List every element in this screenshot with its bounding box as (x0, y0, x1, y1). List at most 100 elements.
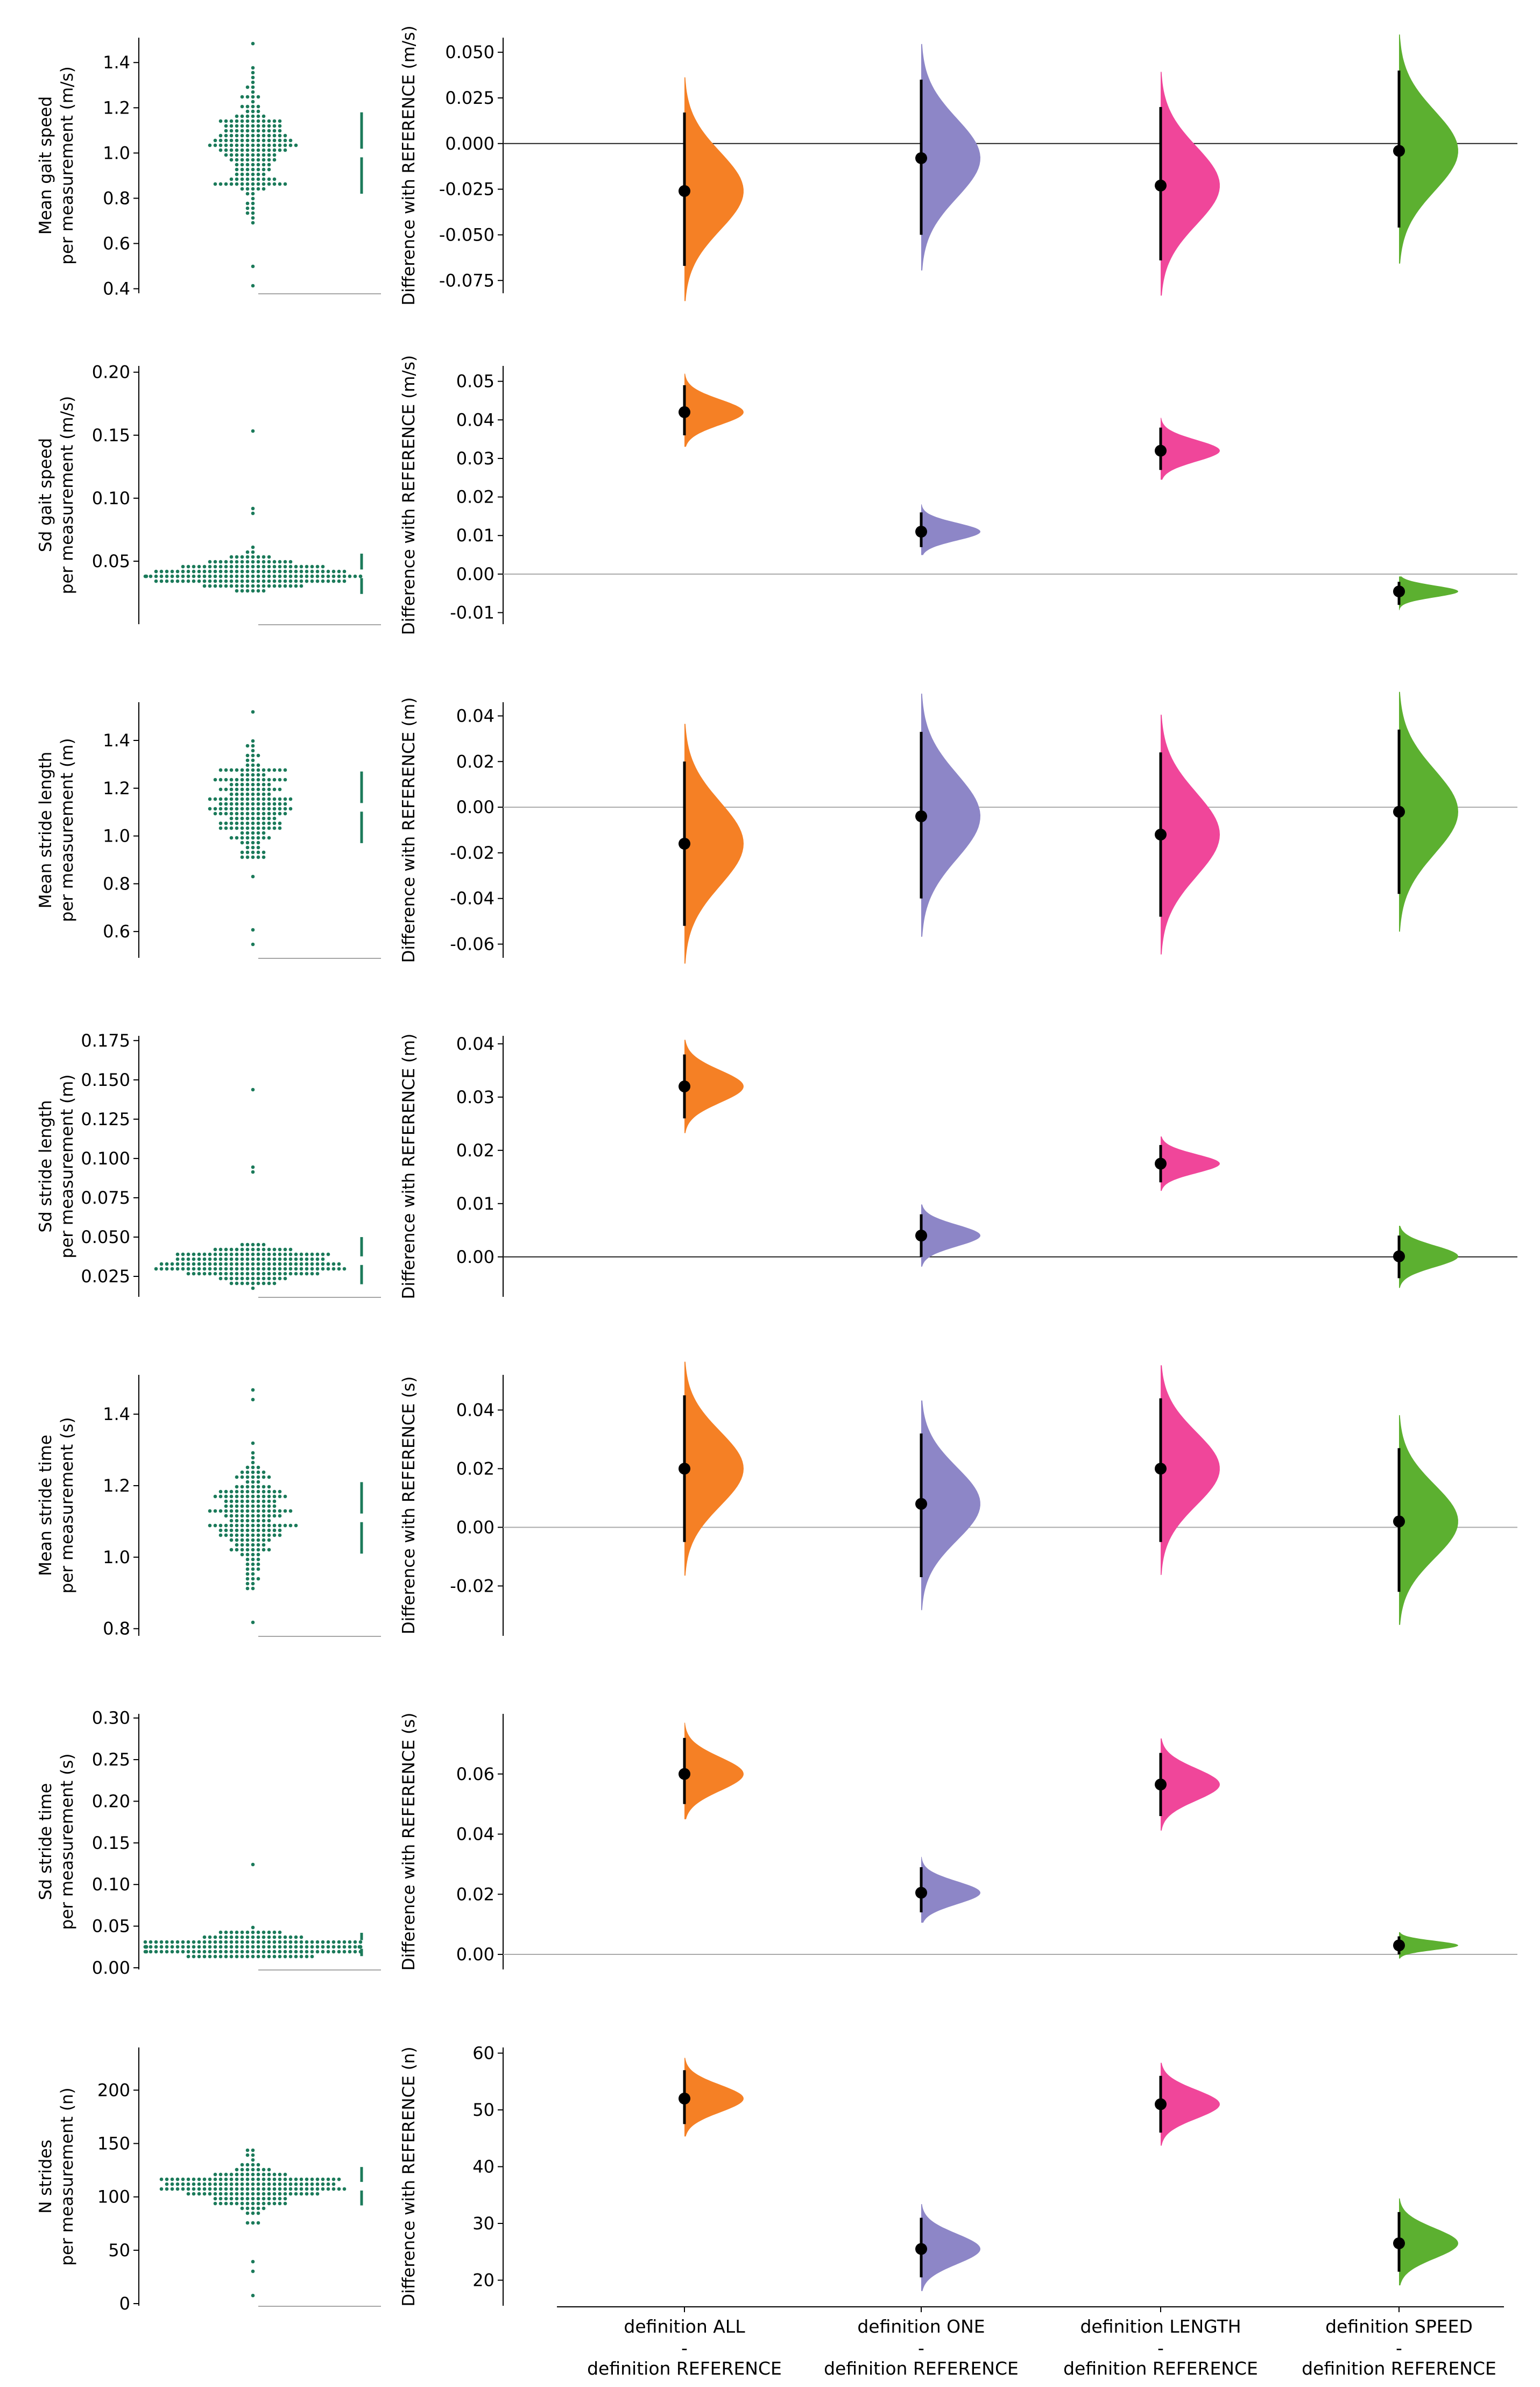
swarm-point (256, 1242, 260, 1247)
swarm-point (262, 129, 266, 133)
estimate-point-all (679, 406, 690, 418)
left-tick-label: 100 (97, 2187, 130, 2207)
swarm-point (224, 2192, 228, 2196)
swarm-point (186, 2187, 190, 2191)
swarm-point (256, 2206, 260, 2211)
swarm-point (288, 1267, 293, 1271)
swarm-point (262, 163, 266, 167)
swarm-point (283, 1252, 287, 1256)
swarm-point (224, 119, 228, 123)
swarm-point (208, 1262, 212, 1266)
swarm-point (251, 124, 255, 128)
swarm-point (283, 1940, 287, 1944)
swarm-point (165, 1262, 169, 1266)
swarm-point (192, 1262, 196, 1266)
swarm-point (245, 2187, 250, 2191)
swarm-point (337, 2187, 341, 2191)
swarm-point (262, 1475, 266, 1479)
swarm-point (240, 584, 244, 588)
swarm-point (267, 816, 271, 821)
estimate-point-all (679, 2092, 690, 2104)
swarm-point (181, 1950, 185, 1954)
swarm-point (218, 826, 223, 830)
swarm-point (256, 133, 260, 138)
swarm-point (224, 826, 228, 830)
swarm-point (245, 811, 250, 816)
swarm-point (192, 1950, 196, 1954)
swarm-point (245, 1528, 250, 1533)
swarm-point (245, 807, 250, 811)
swarm-point (256, 1494, 260, 1499)
swarm-point (154, 579, 158, 583)
left-tick-label: 0 (119, 2293, 130, 2314)
left-y-label-line1: Sd stride length (36, 1100, 55, 1232)
swarm-point (267, 2201, 271, 2206)
swarm-point (218, 569, 223, 574)
swarm-point (240, 850, 244, 854)
swarm-point (256, 104, 260, 109)
swarm-point (256, 589, 260, 593)
swarm-point (262, 1504, 266, 1508)
swarm-point (240, 855, 244, 859)
swarm-point (331, 1945, 336, 1949)
swarm-point (305, 1267, 309, 1271)
swarm-point (235, 792, 239, 796)
swarm-point (235, 1504, 239, 1508)
swarm-point (267, 1514, 271, 1518)
swarm-point (283, 807, 287, 811)
left-y-label: Mean gait speed per measurement (m/s) (36, 66, 77, 264)
swarm-point (202, 584, 207, 588)
swarm-point (262, 1514, 266, 1518)
swarm-point (283, 574, 287, 578)
swarm-point (267, 167, 271, 172)
swarm-point (353, 1945, 357, 1949)
swarm-point (321, 574, 325, 578)
left-y-label: Mean stride time per measurement (s) (36, 1417, 77, 1594)
swarm-point (245, 211, 250, 215)
swarm-point (288, 1509, 293, 1513)
swarm-point (202, 2187, 207, 2191)
swarm-point (272, 1523, 277, 1528)
swarm-point (251, 1499, 255, 1503)
swarm-point (229, 811, 234, 816)
swarm-point (240, 1257, 244, 1261)
swarm-point (251, 782, 255, 787)
swarm-point (213, 778, 217, 782)
left-tick-label: 0.8 (103, 873, 130, 894)
swarm-point (267, 138, 271, 143)
swarm-point (224, 1954, 228, 1959)
swarm-point (229, 778, 234, 782)
swarm-point (186, 1272, 190, 1276)
swarm-point (262, 114, 266, 118)
swarm-point (235, 129, 239, 133)
swarm-point (256, 1485, 260, 1489)
swarm-point (294, 1945, 298, 1949)
swarm-point (208, 579, 212, 583)
swarm-point (240, 1528, 244, 1533)
swarm-point (235, 807, 239, 811)
swarm-point (240, 792, 244, 796)
swarm-point (240, 787, 244, 792)
swarm-point (278, 1262, 282, 1266)
left-y-label-line1: Mean stride length (36, 752, 55, 908)
swarm-point (208, 143, 212, 147)
swarm-point (251, 211, 255, 215)
swarm-point (181, 579, 185, 583)
right-y-label: Difference with REFERENCE (m) (399, 697, 419, 963)
swarm-point (218, 2192, 223, 2196)
swarm-point (262, 2201, 266, 2206)
swarm-point (283, 1950, 287, 1954)
swarm-point (256, 182, 260, 186)
swarm-point (262, 1523, 266, 1528)
swarm-point (278, 2192, 282, 2196)
swarm-point (337, 579, 341, 583)
swarm-point (305, 564, 309, 569)
swarm-point (218, 1262, 223, 1266)
swarm-point (197, 1252, 201, 1256)
swarm-point (235, 1543, 239, 1547)
swarm-point (288, 574, 293, 578)
swarm-point (224, 807, 228, 811)
swarm-point (251, 163, 255, 167)
swarm-point (310, 1262, 314, 1266)
swarm-point (245, 1252, 250, 1256)
